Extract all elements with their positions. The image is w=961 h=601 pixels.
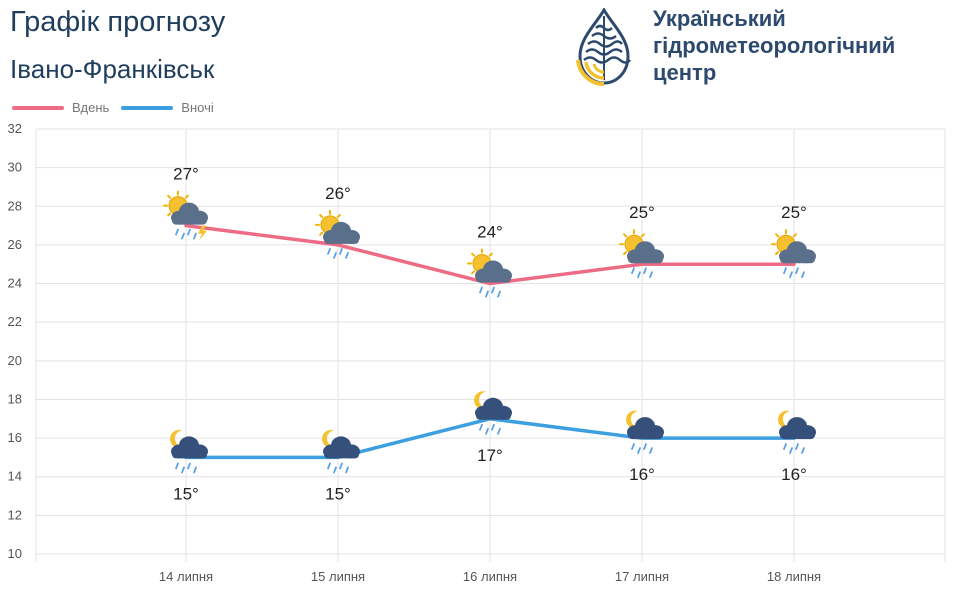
x-tick-label: 17 липня (615, 569, 669, 584)
data-label-night: 17° (477, 446, 503, 465)
y-tick-label: 18 (8, 391, 22, 406)
data-label-day: 25° (629, 203, 655, 222)
sun-cloud-rain-icon (619, 229, 664, 279)
y-tick-label: 30 (8, 160, 22, 175)
data-label-day: 27° (173, 165, 199, 184)
y-tick-label: 12 (8, 507, 22, 522)
moon-cloud-rain-icon (626, 410, 664, 454)
sun-cloud-thunderstorm-icon (163, 190, 208, 241)
sun-cloud-rain-icon (315, 209, 360, 259)
sun-cloud-rain-icon (771, 229, 816, 279)
y-tick-label: 14 (8, 469, 22, 484)
ukrhydrometcenter-logo-icon (576, 8, 631, 86)
y-tick-label: 22 (8, 314, 22, 329)
series-line-day (184, 223, 796, 286)
moon-cloud-rain-icon (474, 391, 512, 435)
data-label-day: 24° (477, 223, 503, 242)
moon-cloud-rain-icon (778, 410, 816, 454)
data-label-day: 26° (325, 184, 351, 203)
data-label-day: 25° (781, 203, 807, 222)
x-tick-label: 16 липня (463, 569, 517, 584)
legend-label-night: Вночі (181, 100, 214, 115)
data-label-night: 15° (325, 484, 351, 503)
y-tick-label: 28 (8, 198, 22, 213)
y-tick-label: 24 (8, 276, 22, 291)
legend-item-night[interactable]: Вночі (121, 100, 214, 115)
chart-legend: Вдень Вночі (12, 100, 226, 115)
y-tick-label: 16 (8, 430, 22, 445)
city-name: Івано-Франківськ (10, 54, 215, 84)
y-tick-label: 10 (8, 546, 22, 561)
y-tick-label: 26 (8, 237, 22, 252)
legend-item-day[interactable]: Вдень (12, 100, 109, 115)
legend-swatch-day (12, 105, 64, 110)
y-tick-label: 32 (8, 121, 22, 136)
moon-cloud-rain-icon (322, 429, 360, 474)
legend-label-day: Вдень (72, 100, 110, 115)
data-label-night: 16° (629, 465, 655, 484)
organization-name: Український гідрометеорологічний центр (653, 6, 896, 85)
moon-cloud-rain-icon (170, 429, 208, 474)
data-label-night: 16° (781, 465, 807, 484)
data-label-night: 15° (173, 484, 199, 503)
x-tick-label: 15 липня (311, 569, 365, 584)
page-title: Графік прогнозу (10, 6, 226, 38)
x-tick-label: 14 липня (159, 569, 213, 584)
y-tick-label: 20 (8, 353, 22, 368)
legend-swatch-night (121, 105, 174, 110)
sun-cloud-rain-icon (467, 248, 512, 298)
x-tick-label: 18 липня (767, 569, 821, 584)
